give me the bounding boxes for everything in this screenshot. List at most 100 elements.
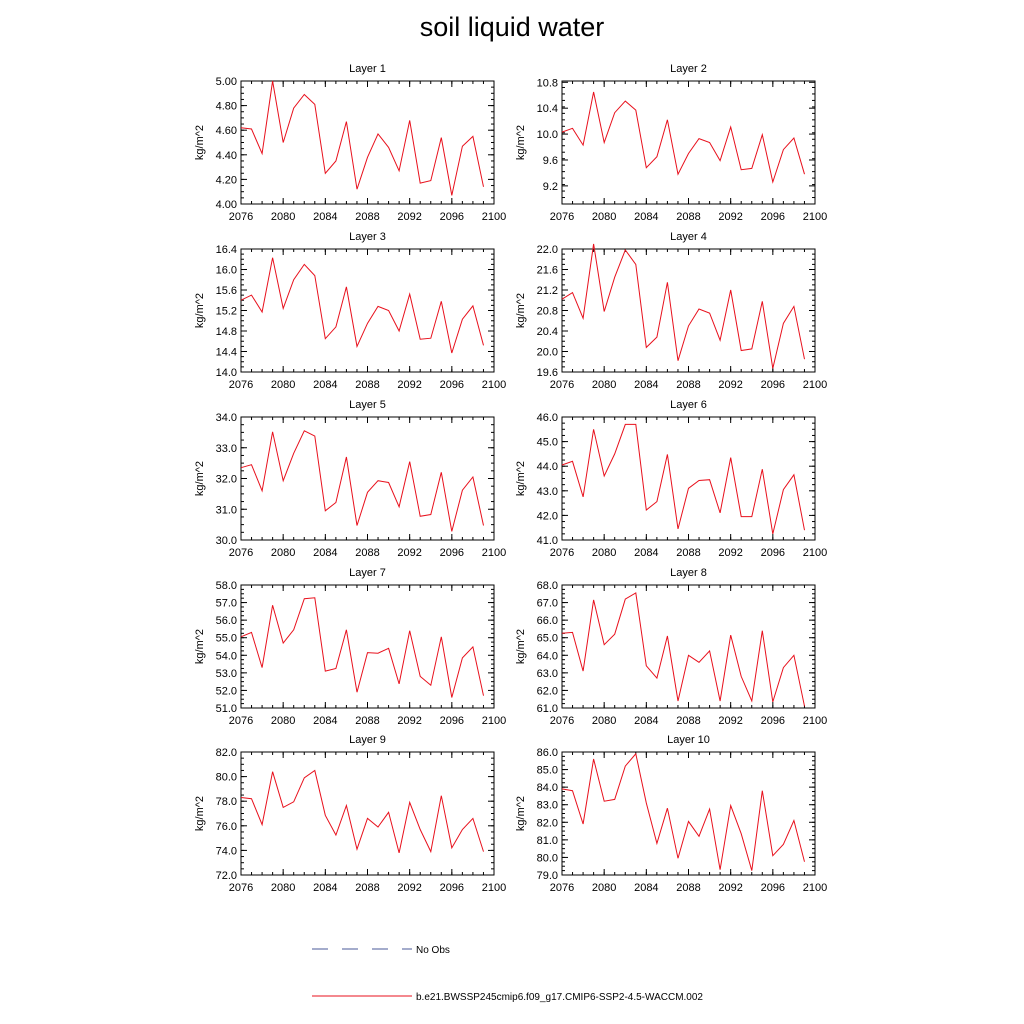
y-axis-label: kg/m^2 xyxy=(515,796,527,831)
y-tick-label: 22.0 xyxy=(537,244,558,256)
y-tick-label: 20.0 xyxy=(537,347,558,359)
y-tick-label: 68.0 xyxy=(537,580,558,592)
y-tick-label: 51.0 xyxy=(216,703,237,715)
y-tick-label: 86.0 xyxy=(537,747,558,759)
x-tick-label: 2084 xyxy=(634,882,658,894)
series-line xyxy=(240,769,484,854)
x-tick-label: 2092 xyxy=(397,715,421,727)
x-tick-label: 2100 xyxy=(482,211,506,223)
y-axis-label: kg/m^2 xyxy=(515,125,527,160)
x-tick-label: 2076 xyxy=(229,379,253,391)
x-tick-label: 2088 xyxy=(676,882,700,894)
y-tick-label: 30.0 xyxy=(216,535,237,547)
x-tick-label: 2088 xyxy=(355,715,379,727)
y-tick-label: 4.80 xyxy=(216,101,237,113)
figure-title: soil liquid water xyxy=(419,12,605,42)
series-line xyxy=(240,80,484,196)
y-tick-label: 9.2 xyxy=(543,181,558,193)
x-tick-label: 2100 xyxy=(482,379,506,391)
panel-5: Layer 5 30.0 31.0 32.0 33.0 34.0 2076 2080 2084 2… xyxy=(194,399,506,559)
y-axis-label: kg/m^2 xyxy=(194,629,206,664)
y-axis-label: kg/m^2 xyxy=(194,293,206,328)
y-tick-label: 32.0 xyxy=(216,474,237,486)
y-tick-label: 5.00 xyxy=(216,76,237,88)
series-line xyxy=(240,430,484,532)
y-axis-label: kg/m^2 xyxy=(194,461,206,496)
y-tick-label: 62.0 xyxy=(537,685,558,697)
y-tick-label: 4.20 xyxy=(216,174,237,186)
x-tick-label: 2084 xyxy=(313,882,337,894)
x-tick-label: 2084 xyxy=(313,715,337,727)
x-tick-label: 2080 xyxy=(592,882,616,894)
x-tick-label: 2080 xyxy=(592,379,616,391)
x-tick-label: 2088 xyxy=(676,211,700,223)
x-tick-label: 2096 xyxy=(440,547,464,559)
x-tick-label: 2080 xyxy=(271,211,295,223)
panel-title: Layer 8 xyxy=(670,567,707,579)
x-tick-label: 2088 xyxy=(355,547,379,559)
x-tick-label: 2096 xyxy=(761,547,785,559)
y-tick-label: 20.8 xyxy=(537,306,558,318)
y-tick-label: 80.0 xyxy=(537,852,558,864)
y-tick-label: 81.0 xyxy=(537,835,558,847)
panel-9: Layer 9 72.0 74.0 76.0 78.0 80.0 82.0 2076 2080 2… xyxy=(194,734,506,894)
x-tick-label: 2076 xyxy=(229,547,253,559)
x-tick-label: 2088 xyxy=(355,379,379,391)
y-tick-label: 9.6 xyxy=(543,155,558,167)
y-tick-label: 34.0 xyxy=(216,412,237,424)
plot-frame xyxy=(240,80,495,205)
panel-title: Layer 10 xyxy=(667,734,710,746)
x-tick-label: 2088 xyxy=(355,882,379,894)
x-tick-label: 2092 xyxy=(718,715,742,727)
y-axis-label: kg/m^2 xyxy=(515,293,527,328)
panel-4: Layer 4 19.6 20.0 20.4 20.8 21.2 21.6 22.0 2076 2… xyxy=(515,231,827,391)
panel-title: Layer 4 xyxy=(670,231,707,243)
y-tick-label: 15.2 xyxy=(216,306,237,318)
y-tick-label: 66.0 xyxy=(537,615,558,627)
y-tick-label: 16.0 xyxy=(216,265,237,277)
x-tick-label: 2084 xyxy=(634,715,658,727)
x-tick-label: 2080 xyxy=(271,715,295,727)
x-tick-label: 2100 xyxy=(482,547,506,559)
panel-6: Layer 6 41.0 42.0 43.0 44.0 45.0 46.0 2076 2080 2… xyxy=(515,399,827,559)
y-tick-label: 14.0 xyxy=(216,367,237,379)
series-line xyxy=(561,752,805,871)
panel-3: Layer 3 14.0 14.4 14.8 15.2 15.6 16.0 16.4 2076 2… xyxy=(194,231,506,391)
x-tick-label: 2084 xyxy=(313,211,337,223)
y-tick-label: 80.0 xyxy=(216,772,237,784)
x-tick-label: 2100 xyxy=(482,882,506,894)
x-tick-label: 2084 xyxy=(634,547,658,559)
y-tick-label: 16.4 xyxy=(216,244,237,256)
y-tick-label: 56.0 xyxy=(216,615,237,627)
x-tick-label: 2084 xyxy=(313,379,337,391)
x-tick-label: 2092 xyxy=(397,882,421,894)
x-tick-label: 2076 xyxy=(550,211,574,223)
y-tick-label: 58.0 xyxy=(216,580,237,592)
plot-frame xyxy=(240,248,495,373)
x-tick-label: 2096 xyxy=(440,882,464,894)
x-tick-label: 2080 xyxy=(592,211,616,223)
y-tick-label: 44.0 xyxy=(537,461,558,473)
y-tick-label: 14.4 xyxy=(216,347,237,359)
x-tick-label: 2076 xyxy=(229,882,253,894)
x-tick-label: 2100 xyxy=(803,882,827,894)
y-tick-label: 67.0 xyxy=(537,598,558,610)
x-tick-label: 2092 xyxy=(397,547,421,559)
y-tick-label: 82.0 xyxy=(216,747,237,759)
y-tick-label: 31.0 xyxy=(216,504,237,516)
x-tick-label: 2096 xyxy=(440,379,464,391)
panel-8: Layer 8 61.0 62.0 63.0 64.0 65.0 66.0 67.0 68.0 2… xyxy=(515,567,827,727)
x-tick-label: 2084 xyxy=(313,547,337,559)
x-tick-label: 2096 xyxy=(761,211,785,223)
x-tick-label: 2080 xyxy=(271,379,295,391)
x-tick-label: 2100 xyxy=(803,715,827,727)
x-tick-label: 2096 xyxy=(761,715,785,727)
y-tick-label: 82.0 xyxy=(537,817,558,829)
y-tick-label: 63.0 xyxy=(537,668,558,680)
x-tick-label: 2080 xyxy=(592,547,616,559)
panel-7: Layer 7 51.0 52.0 53.0 54.0 55.0 56.0 57.0 58.0 2… xyxy=(194,567,506,727)
panel-1: Layer 1 4.00 4.20 4.40 4.60 4.80 5.00 2076 2080 2… xyxy=(194,63,506,223)
x-tick-label: 2088 xyxy=(676,379,700,391)
x-tick-label: 2100 xyxy=(803,211,827,223)
